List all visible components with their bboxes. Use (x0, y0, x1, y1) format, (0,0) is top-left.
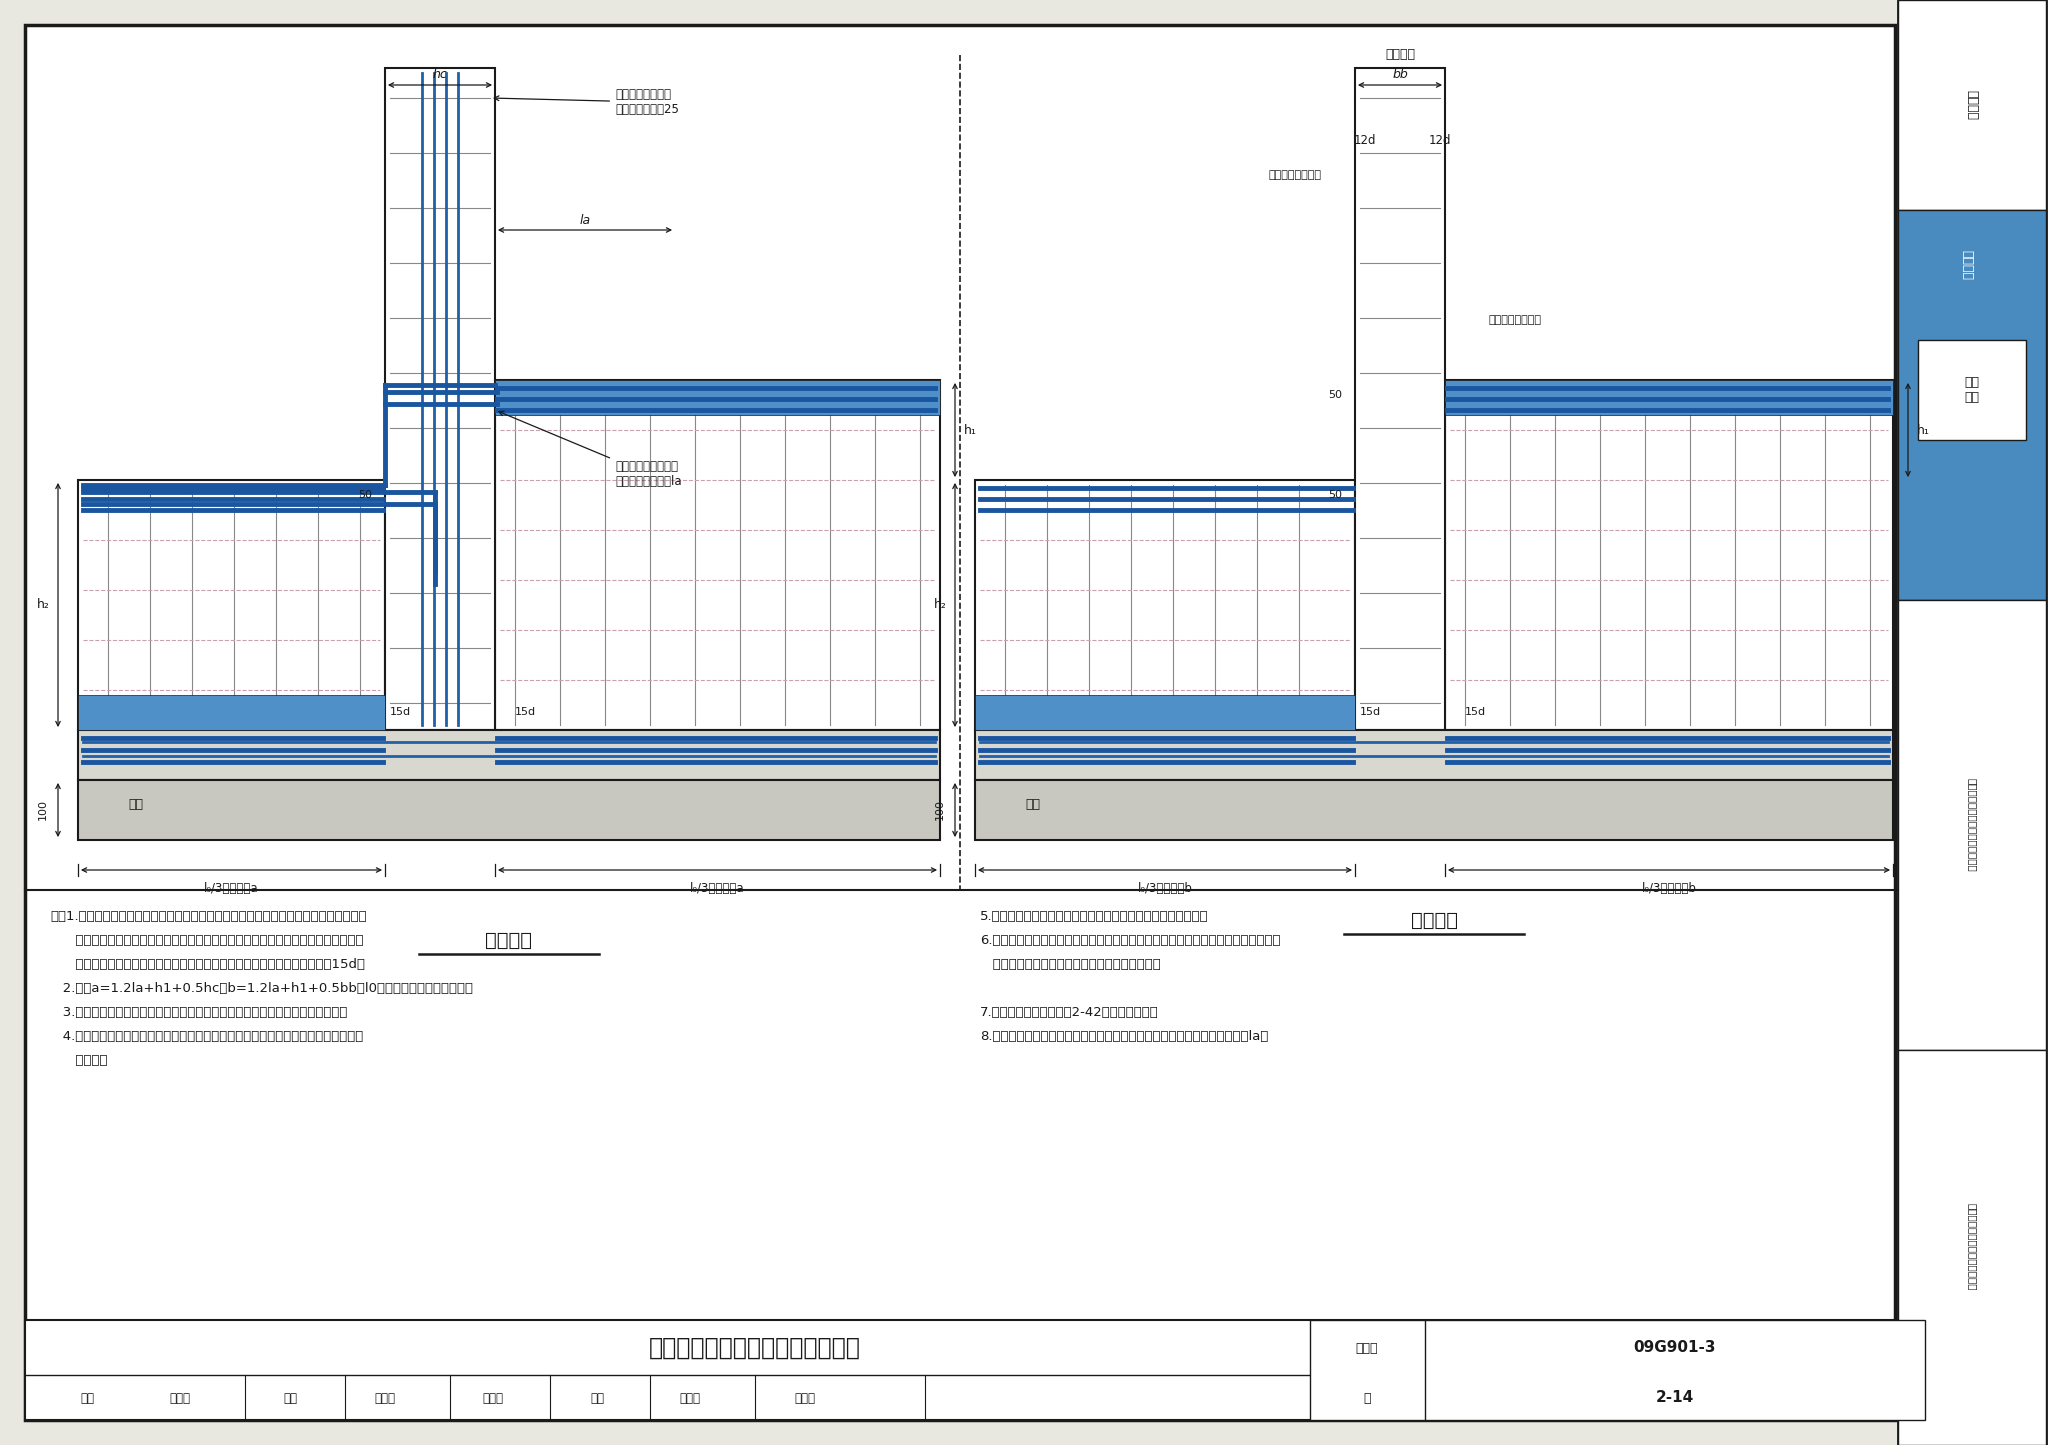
Text: 审核: 审核 (80, 1392, 94, 1405)
Text: 12d: 12d (1354, 133, 1376, 146)
Bar (1898, 210, 2046, 600)
Text: 设计: 设计 (590, 1392, 604, 1405)
Text: 5.基础主梁相交处的交叉钢筋的位置关系，应按具体设计说明。: 5.基础主梁相交处的交叉钢筋的位置关系，应按具体设计说明。 (981, 910, 1208, 923)
Text: l₀/3且不小于a: l₀/3且不小于a (690, 881, 743, 894)
Bar (1446, 380, 1892, 415)
Bar (1898, 600, 2046, 1051)
Text: hc: hc (432, 68, 446, 81)
Text: 校对: 校对 (283, 1392, 297, 1405)
Text: 7.柱插筋应满足本图集第2-42页的构造要求。: 7.柱插筋应满足本图集第2-42页的构造要求。 (981, 1006, 1159, 1019)
Text: 基础主梁: 基础主梁 (1384, 49, 1415, 62)
Text: h₁: h₁ (963, 423, 977, 436)
Text: 法放置。: 法放置。 (49, 1053, 106, 1066)
Text: 张工文: 张工文 (375, 1392, 395, 1405)
Text: 12d: 12d (1430, 133, 1452, 146)
Bar (975, 780, 1892, 840)
Text: 100: 100 (936, 799, 944, 821)
Text: 且至少到主梁中线: 且至少到主梁中线 (1489, 315, 1542, 325)
Text: l₀/3且不小于b: l₀/3且不小于b (1137, 881, 1192, 894)
Text: 第二层钢筋自柱边算
起锚固长度不小于la: 第二层钢筋自柱边算 起锚固长度不小于la (500, 412, 682, 488)
Bar (1446, 380, 1892, 730)
Text: 50: 50 (1327, 490, 1341, 500)
Text: 张之义: 张之义 (483, 1392, 504, 1405)
Text: 基础次梁: 基础次梁 (1411, 910, 1458, 929)
Text: 筏形
基础: 筏形 基础 (1964, 376, 1980, 405)
Bar (975, 730, 1892, 780)
Text: 50: 50 (358, 490, 373, 500)
Text: 独立基础、条形基础、桩基承台: 独立基础、条形基础、桩基承台 (1966, 1204, 1976, 1290)
Text: 09G901-3: 09G901-3 (1634, 1341, 1716, 1355)
Text: 垫层: 垫层 (1024, 799, 1040, 812)
Bar (25, 1319, 1898, 1420)
Text: 15d: 15d (1464, 707, 1485, 717)
Bar (975, 480, 1356, 730)
Text: 4.本图节点内的梁、柱均有箍筋，施工前应组织好施工顺序，以避免梁或柱的箍筋无: 4.本图节点内的梁、柱均有箍筋，施工前应组织好施工顺序，以避免梁或柱的箍筋无 (49, 1030, 362, 1043)
Bar (1919, 340, 2025, 439)
Bar (78, 730, 940, 780)
Text: 2-14: 2-14 (1657, 1390, 1694, 1406)
Bar (78, 695, 385, 730)
Text: l₀/3且不小于a: l₀/3且不小于a (203, 881, 258, 894)
Text: 基础梁梁顶有高差时钢筋排布构造: 基础梁梁顶有高差时钢筋排布构造 (649, 1337, 860, 1360)
Bar (1898, 1051, 2046, 1445)
Text: 停至柱外侧钢筋内
与柱箍筋净距为25: 停至柱外侧钢筋内 与柱箍筋净距为25 (494, 88, 678, 116)
Text: 孙怀之: 孙怀之 (795, 1392, 815, 1405)
Text: bb: bb (1393, 68, 1407, 81)
Text: 一般构造: 一般构造 (1966, 90, 1978, 120)
Text: 页: 页 (1364, 1392, 1370, 1405)
Text: h₁: h₁ (1917, 423, 1929, 436)
Text: 筏形基础、条形基础、地下室结构: 筏形基础、条形基础、地下室结构 (1966, 777, 1976, 871)
Bar (1898, 0, 2046, 210)
Text: l₀/3且不小于b: l₀/3且不小于b (1642, 881, 1696, 894)
Bar (496, 380, 940, 730)
Bar (78, 480, 385, 730)
Text: 15d: 15d (389, 707, 410, 717)
Text: 筏形基础: 筏形基础 (1960, 250, 1974, 280)
Text: 能满足图中标示长度时，可在柱钢筋内侧向下弯折，向下弯折长度不小于15d。: 能满足图中标示长度时，可在柱钢筋内侧向下弯折，向下弯折长度不小于15d。 (49, 958, 365, 971)
Text: 15d: 15d (514, 707, 537, 717)
Text: 6.当基础梁变标高及变截面形式与本图不同时，其构造应由设计者设计，当施工要求: 6.当基础梁变标高及变截面形式与本图不同时，其构造应由设计者设计，当施工要求 (981, 933, 1280, 946)
Text: 注：1.支座两侧的钢筋应协调配置，当两侧配筋不同时，应将配筋小的一侧的钢筋全部穿: 注：1.支座两侧的钢筋应协调配置，当两侧配筋不同时，应将配筋小的一侧的钢筋全部穿 (49, 910, 367, 923)
Bar (1311, 1319, 1925, 1420)
Bar (1356, 68, 1446, 730)
Text: 15d: 15d (1360, 707, 1380, 717)
Text: la: la (580, 214, 590, 227)
Text: 垫层: 垫层 (127, 799, 143, 812)
Text: 王怀元: 王怀元 (680, 1392, 700, 1405)
Text: 图集号: 图集号 (1356, 1341, 1378, 1354)
Bar (385, 68, 496, 730)
Text: 且至少到主梁中线: 且至少到主梁中线 (1268, 171, 1321, 181)
Bar (78, 780, 940, 840)
Text: h₂: h₂ (37, 598, 49, 611)
Text: 50: 50 (1327, 390, 1341, 400)
Text: 黄志刚: 黄志刚 (170, 1392, 190, 1405)
Text: 基础主梁: 基础主梁 (485, 931, 532, 949)
Bar (1898, 0, 2046, 1445)
Text: 3.跨内纵向钢筋构造、箍筋复合方式及相关要求应符合本图集相应的构造要求。: 3.跨内纵向钢筋构造、箍筋复合方式及相关要求应符合本图集相应的构造要求。 (49, 1006, 348, 1019)
Text: h₂: h₂ (934, 598, 946, 611)
Text: 2.图中a=1.2la+h1+0.5hc，b=1.2la+h1+0.5bb，l0为支座两侧跨度的较大值。: 2.图中a=1.2la+h1+0.5hc，b=1.2la+h1+0.5bb，l0… (49, 983, 473, 996)
Text: 8.当设计注明基础梁中的侧面钢筋为抗扭钢筋且未贯通施工时，锚固长度为la。: 8.当设计注明基础梁中的侧面钢筋为抗扭钢筋且未贯通施工时，锚固长度为la。 (981, 1030, 1268, 1043)
Bar (975, 695, 1356, 730)
Text: 过支座，配筋大的一侧再配置差额钢筋。差额钢筋在柱内锚固，当柱内锚固长度不: 过支座，配筋大的一侧再配置差额钢筋。差额钢筋在柱内锚固，当柱内锚固长度不 (49, 933, 362, 946)
Text: 参照本图构造方式时，应提供相应的变更说明。: 参照本图构造方式时，应提供相应的变更说明。 (981, 958, 1161, 971)
Bar (496, 380, 940, 415)
Text: 100: 100 (39, 799, 47, 821)
